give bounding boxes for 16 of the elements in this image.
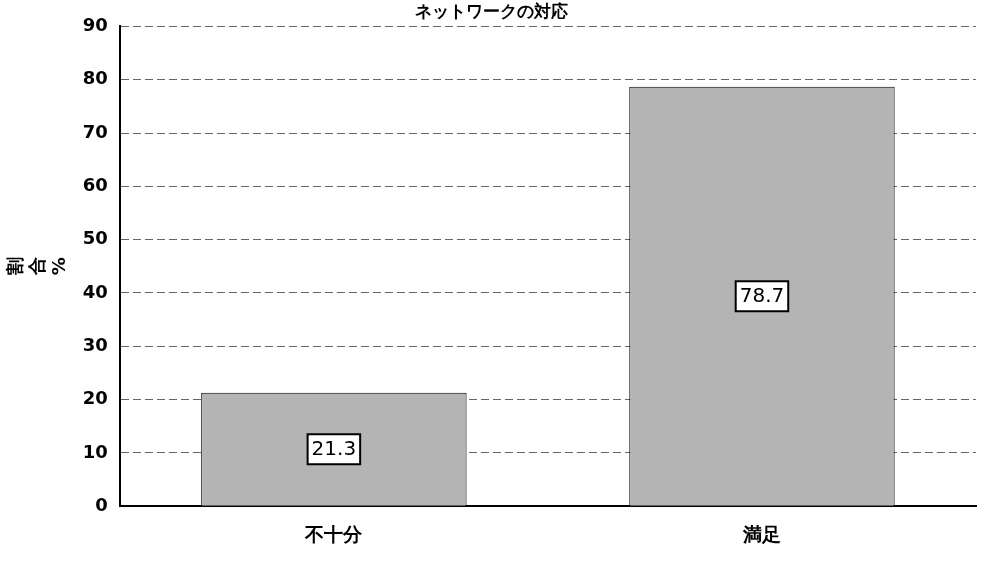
y-tick-label: 10 — [82, 440, 108, 462]
y-tick-label: 80 — [82, 67, 108, 89]
y-tick-label: 20 — [82, 387, 108, 409]
y-tick-label: 40 — [82, 280, 108, 302]
x-tick-label: 満足 — [741, 522, 781, 545]
y-tick-label: 0 — [95, 493, 108, 515]
y-tick-label: 90 — [82, 14, 108, 36]
y-tick-label: 60 — [82, 174, 108, 196]
data-label: 21.3 — [311, 436, 357, 461]
data-label: 78.7 — [739, 283, 785, 308]
y-tick-label: 50 — [82, 227, 108, 249]
y-axis-title: 割合% — [4, 257, 69, 277]
chart-title: ネットワークの対応 — [414, 0, 568, 21]
x-tick-label: 不十分 — [304, 522, 364, 545]
y-tick-label: 30 — [82, 333, 108, 355]
y-tick-label: 70 — [82, 120, 108, 142]
